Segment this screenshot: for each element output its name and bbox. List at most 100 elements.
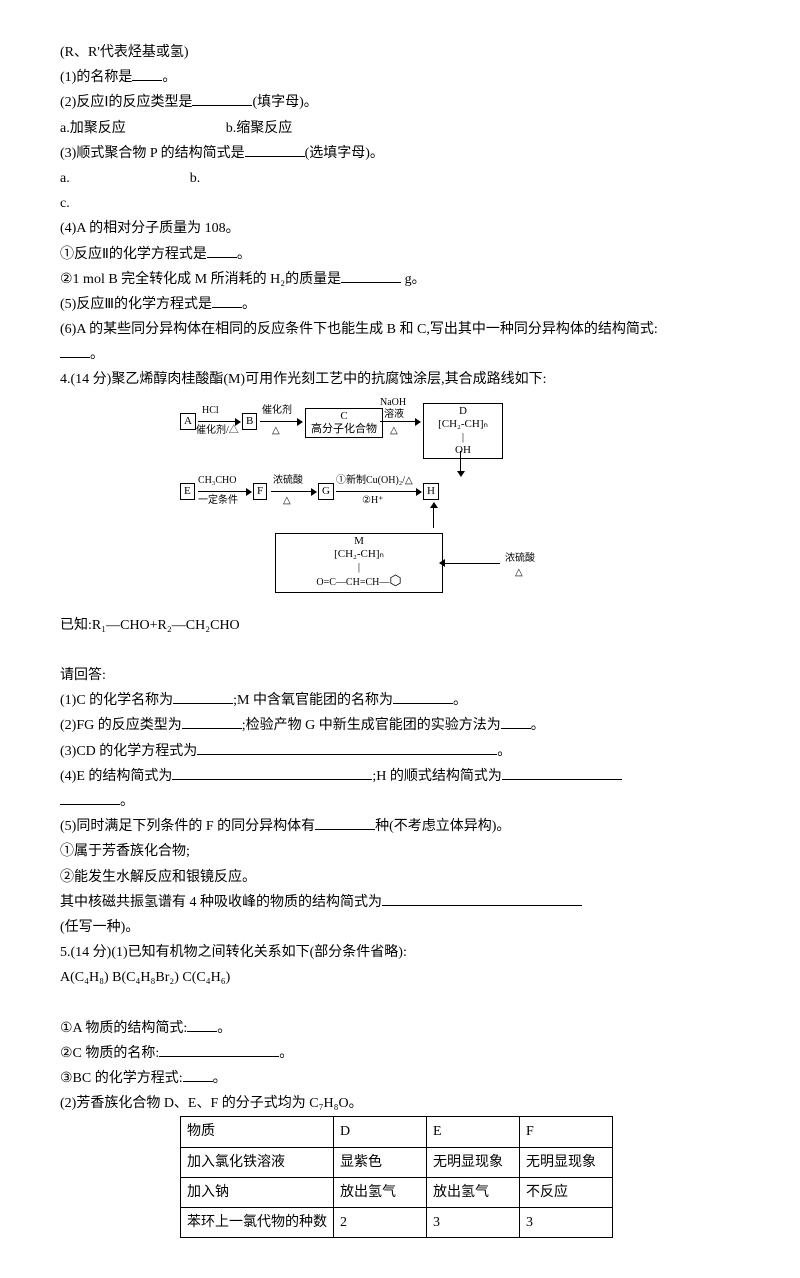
arrow-icon	[336, 491, 421, 492]
t: a.	[60, 171, 70, 186]
t: [CH₂-CH]ₙ	[438, 418, 488, 430]
formula: A(C₄H₈) B(C₄H₈Br₂) C(C₄H₆)	[60, 965, 740, 990]
cell: 显紫色	[334, 1147, 427, 1177]
cell: 3	[427, 1207, 520, 1237]
q4-title: 4.(14 分)聚乙烯醇肉桂酸酯(M)可用作光刻工艺中的抗腐蚀涂层,其合成路线如…	[60, 367, 740, 392]
t: 。	[213, 1071, 227, 1086]
arrow-icon	[271, 491, 316, 492]
blank[interactable]	[501, 714, 531, 729]
t: ;M 中含氧官能团的名称为	[233, 693, 393, 708]
cell: 苯环上一氯代物的种数	[181, 1207, 334, 1237]
cell: 放出氢气	[427, 1177, 520, 1207]
box-f: F	[253, 483, 267, 500]
blank[interactable]	[182, 714, 242, 729]
t: 。	[242, 297, 256, 312]
text: (任写一种)。	[60, 915, 740, 940]
arrow-icon	[440, 563, 500, 564]
arrow-label: CH₃CHO	[198, 475, 237, 486]
arrow-label: 溶液	[384, 409, 404, 420]
blank[interactable]	[60, 343, 90, 358]
table-row: 加入氯化铁溶液 显紫色 无明显现象 无明显现象	[181, 1147, 613, 1177]
text: ②C 物质的名称:。	[60, 1041, 740, 1066]
text: ②1 mol B 完全转化成 M 所消耗的 H₂的质量是 g。	[60, 267, 740, 292]
t: C	[340, 410, 347, 422]
arrow-icon	[198, 491, 251, 492]
t: (5)反应Ⅲ的化学方程式是	[60, 297, 212, 312]
box-m: M [CH₂-CH]ₙ | O=C—CH=CH—⬡	[275, 533, 443, 593]
box-b: B	[242, 413, 257, 430]
arrow-label: NaOH	[380, 397, 406, 408]
t: (2)FG 的反应类型为	[60, 718, 182, 733]
arrow-icon	[260, 421, 302, 422]
text: a.加聚反应b.缩聚反应	[60, 116, 740, 141]
t: O=C—CH=CH—	[316, 577, 389, 588]
cell: 加入钠	[181, 1177, 334, 1207]
text: 其中核磁共振氢谱有 4 种吸收峰的物质的结构简式为	[60, 890, 740, 915]
text: 。	[60, 789, 740, 814]
t: (1)C 的化学名称为	[60, 693, 173, 708]
t: 。	[90, 347, 104, 362]
t: (5)同时满足下列条件的 F 的同分异构体有	[60, 819, 315, 834]
blank[interactable]	[60, 790, 120, 805]
blank[interactable]	[315, 815, 375, 830]
blank[interactable]	[183, 1067, 213, 1082]
arrow-label: 浓硫酸	[505, 553, 535, 564]
t: (3)CD 的化学方程式为	[60, 744, 197, 759]
blank[interactable]	[341, 268, 401, 283]
t: b.缩聚反应	[226, 121, 293, 136]
t: M	[354, 535, 364, 547]
t: (填字母)。	[252, 95, 317, 110]
t: 。	[162, 70, 176, 85]
arrow-label: △	[390, 425, 398, 436]
blank[interactable]	[187, 1017, 217, 1032]
arrow-icon	[433, 503, 434, 528]
blank[interactable]	[172, 765, 372, 780]
known: 已知:R₁—CHO+R₂—CH₂CHO	[60, 613, 740, 638]
t: ;H 的顺式结构简式为	[372, 769, 502, 784]
text: a. b.	[60, 166, 740, 191]
blank[interactable]	[207, 243, 237, 258]
arrow-label: 催化剂	[262, 405, 292, 416]
t: ;检验产物 G 中新生成官能团的实验方法为	[242, 718, 501, 733]
arrow-label: ②H⁺	[362, 495, 383, 506]
cell: 加入氯化铁溶液	[181, 1147, 334, 1177]
t: 。	[531, 718, 545, 733]
blank[interactable]	[212, 293, 242, 308]
text: (2)芳香族化合物 D、E、F 的分子式均为 C₇H₈O。	[60, 1091, 740, 1116]
box-e: E	[180, 483, 195, 500]
t: b.	[190, 171, 201, 186]
text: (5)同时满足下列条件的 F 的同分异构体有种(不考虑立体异构)。	[60, 814, 740, 839]
cell: 2	[334, 1207, 427, 1237]
blank[interactable]	[245, 142, 305, 157]
table-row: 苯环上一氯代物的种数 2 3 3	[181, 1207, 613, 1237]
blank[interactable]	[197, 740, 497, 755]
t: ①A 物质的结构简式:	[60, 1021, 187, 1036]
table-row: 加入钠 放出氢气 放出氢气 不反应	[181, 1177, 613, 1207]
blank[interactable]	[159, 1042, 279, 1057]
arrow-label: ①新制Cu(OH)₂/△	[336, 475, 413, 486]
t: 。	[237, 247, 251, 262]
blank[interactable]	[192, 91, 252, 106]
blank[interactable]	[502, 765, 622, 780]
text: ②能发生水解反应和银镜反应。	[60, 865, 740, 890]
blank[interactable]	[173, 689, 233, 704]
text: ①反应Ⅱ的化学方程式是。	[60, 242, 740, 267]
t: ②C 物质的名称:	[60, 1046, 159, 1061]
benzene-icon: ⬡	[389, 574, 401, 589]
text: c.	[60, 191, 740, 216]
t: (选填字母)。	[305, 146, 384, 161]
t: OH	[455, 444, 471, 456]
arrow-label: △	[272, 425, 280, 436]
text: ③BC 的化学方程式:。	[60, 1066, 740, 1091]
answer-prompt: 请回答:	[60, 663, 740, 688]
t: [CH₂-CH]ₙ	[334, 548, 384, 560]
t: (4)E 的结构简式为	[60, 769, 172, 784]
blank[interactable]	[393, 689, 453, 704]
arrow-label: 浓硫酸	[273, 475, 303, 486]
cell: 不反应	[520, 1177, 613, 1207]
text: (R、R'代表烃基或氢)	[60, 40, 740, 65]
t: 。	[217, 1021, 231, 1036]
blank[interactable]	[132, 66, 162, 81]
blank[interactable]	[382, 891, 582, 906]
box-c: C高分子化合物	[305, 408, 383, 438]
